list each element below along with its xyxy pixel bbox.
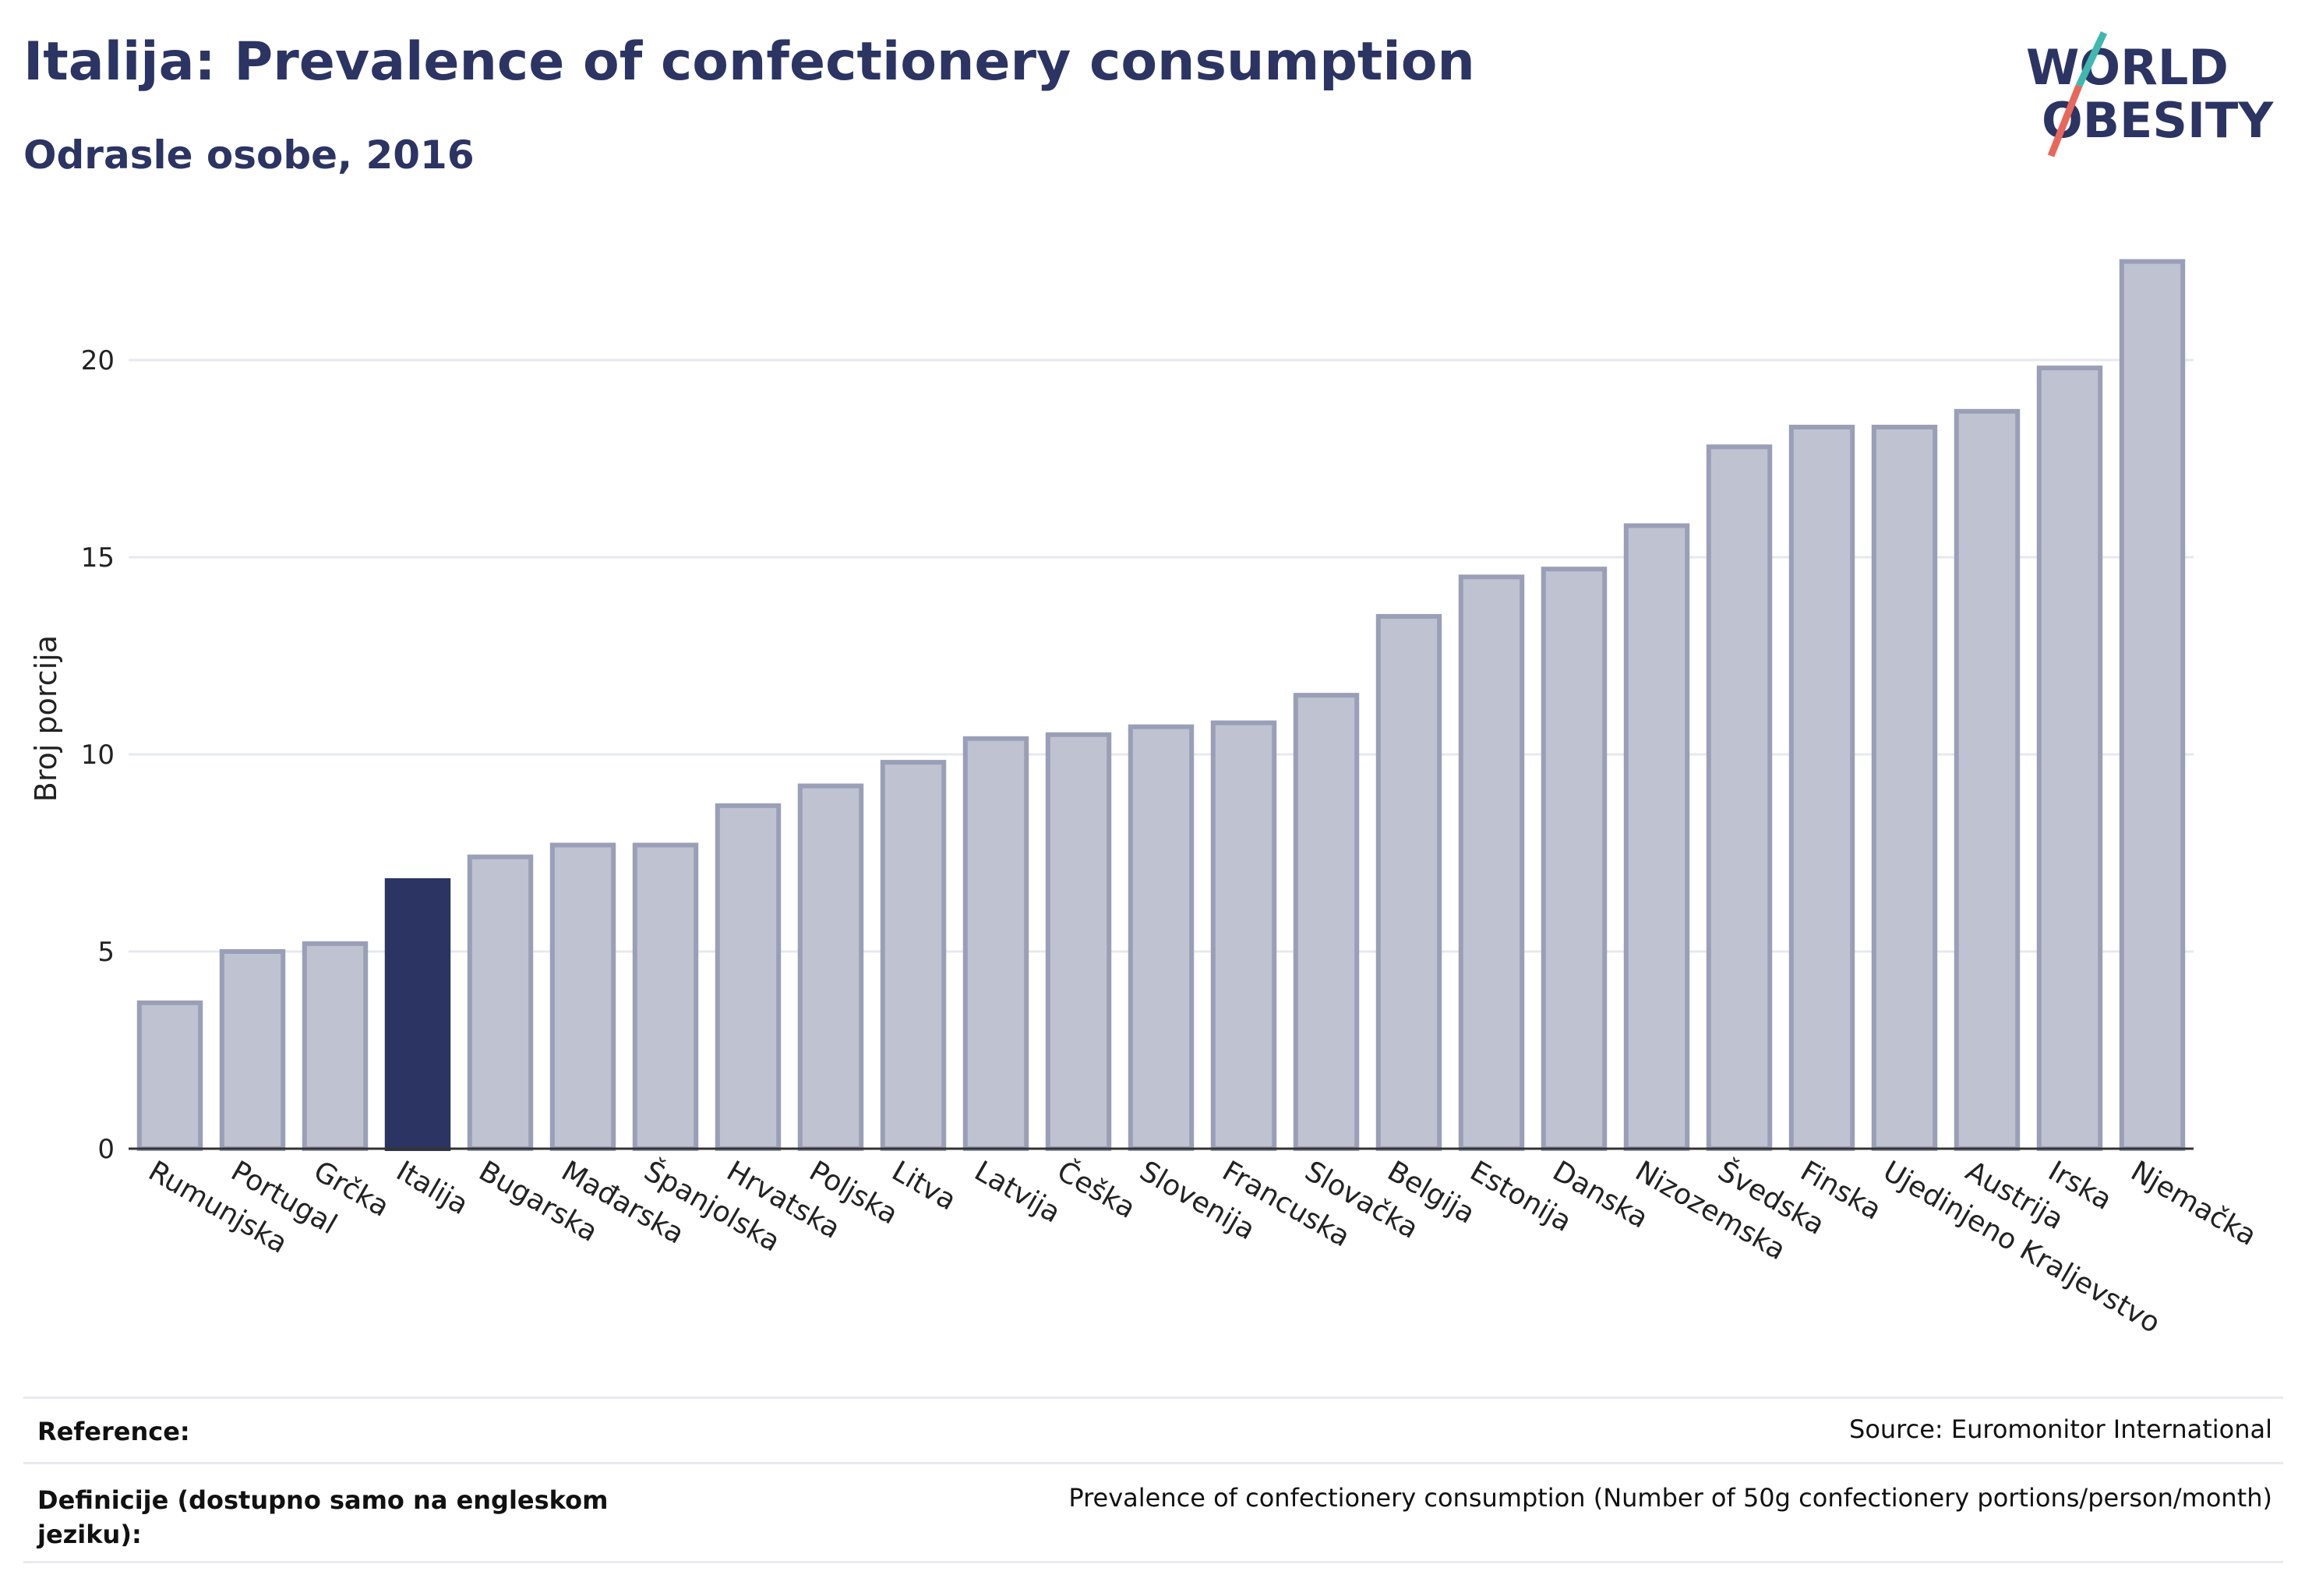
- bar-Ujedinjeno Kraljevstvo: [1871, 425, 1938, 1151]
- bar-Hrvatska: [715, 803, 782, 1152]
- bar-Irska: [2036, 365, 2103, 1151]
- definition-row: Definicije (dostupno samo na engleskom j…: [23, 1462, 2283, 1563]
- bar-Grčka: [302, 941, 369, 1151]
- chart-title: Italija: Prevalence of confectionery con…: [23, 31, 1475, 93]
- y-tick-label: 20: [81, 345, 115, 376]
- bar-Švedska: [1706, 444, 1773, 1151]
- chart-subtitle: Odrasle osobe, 2016: [23, 132, 475, 178]
- y-axis-ticks: 0 5 10 15 20: [81, 345, 115, 1165]
- bar-Španjolska: [632, 842, 699, 1151]
- logo-line-1: WORLD: [2026, 39, 2229, 96]
- bar-Austrija: [1954, 408, 2021, 1151]
- bar-Slovenija: [1128, 724, 1195, 1151]
- x-tick-label: Njemačka: [2126, 1155, 2262, 1252]
- definition-label: Definicije (dostupno samo na engleskom j…: [37, 1485, 609, 1549]
- bar-Mađarska: [549, 842, 616, 1151]
- x-tick-label: Italija: [391, 1155, 474, 1221]
- bar-Njemačka: [2119, 259, 2186, 1151]
- reference-row: Reference: Source: Euromonitor Internati…: [23, 1396, 2283, 1461]
- reference-label: Reference:: [37, 1417, 190, 1446]
- bar-Rumunjska: [136, 1000, 203, 1152]
- logo-teal-stroke: [2075, 31, 2108, 87]
- bar-Danska: [1541, 567, 1608, 1151]
- y-tick-label: 0: [97, 1134, 115, 1165]
- y-tick-label: 5: [97, 937, 115, 968]
- y-axis-label: Broj porcija: [29, 635, 63, 802]
- x-tick-label: Latvija: [969, 1155, 1066, 1229]
- logo-red-stroke: [2047, 84, 2083, 157]
- bar-Nizozemska: [1623, 523, 1690, 1151]
- reference-value: Source: Euromonitor International: [1849, 1414, 2272, 1444]
- world-obesity-logo: WORLD OBESITY: [2026, 31, 2274, 157]
- bar-Francuska: [1210, 720, 1277, 1151]
- bar-Estonija: [1458, 574, 1525, 1151]
- x-tick-label: Češka: [1052, 1154, 1142, 1225]
- bar-Bugarska: [467, 854, 534, 1152]
- y-tick-label: 15: [81, 542, 115, 574]
- bar-Poljska: [797, 783, 864, 1151]
- bar-Češka: [1045, 732, 1112, 1151]
- bars: [136, 259, 2186, 1152]
- bar-Litva: [880, 760, 947, 1151]
- bar-Finska: [1788, 425, 1855, 1151]
- bar-Belgija: [1375, 613, 1442, 1151]
- definition-value: Prevalence of confectionery consumption …: [1068, 1483, 2272, 1513]
- bar-Latvija: [962, 736, 1029, 1151]
- bar-Italija: [384, 877, 451, 1152]
- bar-Portugal: [219, 949, 286, 1151]
- bar-Slovačka: [1293, 693, 1360, 1151]
- y-tick-label: 10: [81, 740, 115, 771]
- logo-line-2: OBESITY: [2042, 92, 2274, 149]
